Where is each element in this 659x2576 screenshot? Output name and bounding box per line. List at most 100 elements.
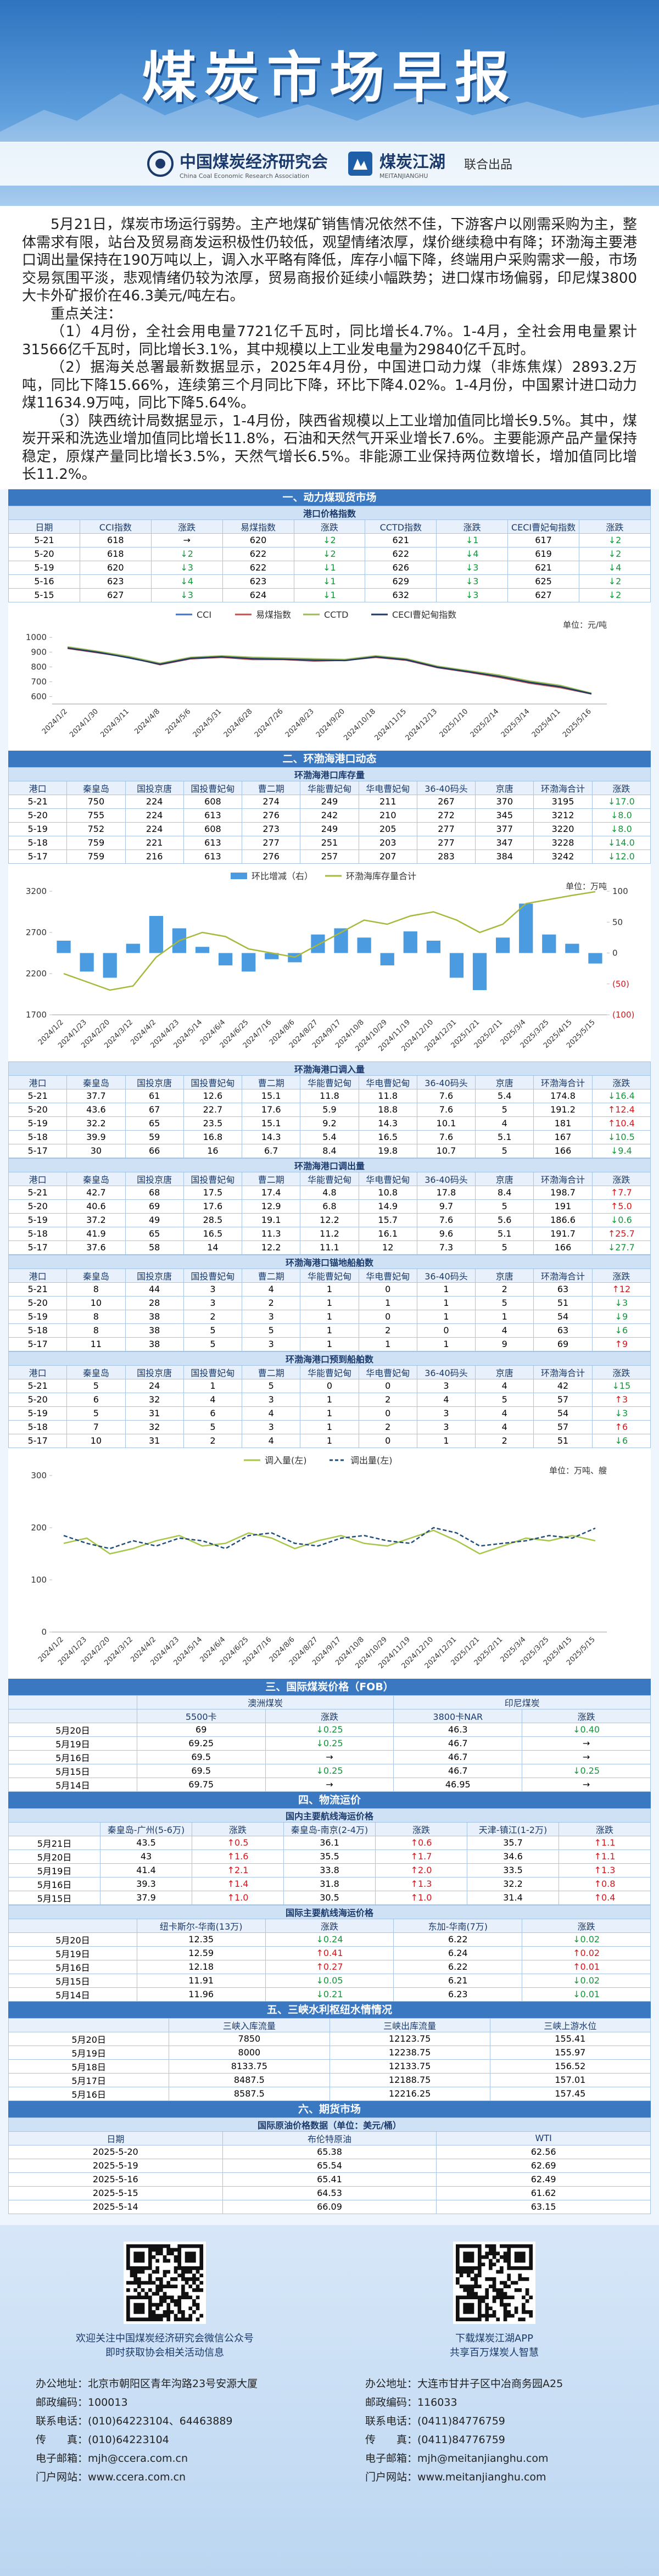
cell: 1	[300, 1282, 359, 1297]
header-row: 港口 秦皇岛 国投京唐 国投曹妃甸 曹二期 华能曹妃甸 华电曹妃甸 36-40码头 京唐 环渤海合…	[8, 1171, 651, 1186]
subtitle-row: 环渤海港口预到船舶数	[8, 1351, 651, 1366]
cell: 2	[358, 1420, 417, 1434]
cell: 10.8	[358, 1185, 417, 1200]
cell: 1	[416, 1309, 476, 1324]
skyline	[0, 93, 659, 143]
summary: 5月21日，煤炭市场运行弱势。主产地煤矿销售情况依然不佳，下游客户以刚需采购为主…	[22, 216, 637, 304]
cell: 37.7	[66, 1088, 126, 1103]
cell: 54	[533, 1406, 593, 1421]
row-label: 5月20日	[8, 1722, 137, 1737]
row-label: 5月14日	[8, 1777, 137, 1792]
cell: 69.75	[136, 1777, 266, 1792]
header-row: 纽卡斯尔-华南(13万) 涨跌 东加-华南(7万) 涨跌	[8, 1918, 651, 1933]
cell: 46.7	[393, 1750, 523, 1764]
cell: 41.9	[66, 1226, 126, 1241]
cell: 67	[125, 1102, 184, 1117]
cell: 3	[183, 1295, 243, 1310]
header-cell: 曹二期	[242, 780, 301, 795]
qr-pattern	[456, 2244, 533, 2321]
header-cell: 涨跌	[579, 519, 651, 534]
x-tick-label: 2024/5/31	[192, 707, 224, 739]
cell: 69	[533, 1337, 593, 1351]
header-cell: 国投京唐	[125, 1268, 184, 1283]
bar	[588, 953, 602, 964]
cell: 191.7	[533, 1226, 593, 1241]
cell: 156.52	[489, 2059, 651, 2074]
table-row: 5月19日 69.25 ↓0.25 46.7 →	[8, 1736, 651, 1751]
row-label: 5-21	[8, 1378, 68, 1393]
cell: 624	[222, 588, 294, 602]
cell: ↓17.0	[591, 794, 651, 809]
cell: ↓0.21	[265, 1987, 394, 2002]
bar	[311, 934, 325, 953]
data-table: 国际主要航线海运价格 纽卡斯尔-华南(13万) 涨跌 东加-华南(7万) 涨跌 5月20日…	[8, 1904, 651, 2002]
bar	[380, 953, 394, 965]
cell: 15.1	[242, 1116, 301, 1131]
cell: 69	[125, 1199, 184, 1214]
cell: 11.96	[136, 1987, 266, 2002]
cell: 626	[365, 560, 437, 575]
cell: 0	[358, 1309, 417, 1324]
cell: 7.6	[416, 1102, 476, 1117]
section-title: 六、期货市场	[8, 2100, 651, 2117]
cell: 15.7	[358, 1212, 417, 1227]
chart: 调入量(左) 调出量(左)单位：万吨、艘01002003002024/1/2202…	[8, 1448, 651, 1679]
cell: 43	[100, 1849, 192, 1864]
cell: ↓1	[293, 560, 366, 575]
cell: 3195	[533, 794, 593, 809]
legend-label: 调出量(左)	[350, 1455, 393, 1466]
y-tick-label: 800	[31, 662, 47, 672]
cell: 9	[475, 1337, 534, 1351]
cell: ↑0.27	[265, 1959, 394, 1974]
cell: 224	[125, 808, 184, 823]
cell: ↓3	[150, 560, 223, 575]
cell: 0	[358, 1378, 417, 1393]
group-cell: 印尼煤炭	[393, 1695, 651, 1709]
cell: 5	[66, 1406, 126, 1421]
row-label: 5-20	[8, 1199, 68, 1214]
cell: ↓0.24	[265, 1932, 394, 1947]
header-cell: 36-40码头	[416, 1365, 476, 1379]
cell: 7850	[169, 2031, 330, 2046]
cell: 617	[507, 533, 579, 547]
row-label: 5-19	[8, 560, 80, 575]
header-cell: 国投曹妃甸	[183, 780, 243, 795]
cell: 38	[125, 1323, 184, 1338]
table-row: 5月19日 8000 12238.75 155.97	[8, 2045, 651, 2060]
icon-ring	[147, 150, 174, 177]
cell: 63	[533, 1323, 593, 1338]
cell: 1	[300, 1295, 359, 1310]
cell: 198.7	[533, 1185, 593, 1200]
header-cell: 秦皇岛	[66, 1171, 126, 1186]
line	[63, 1527, 596, 1549]
cell: 627	[79, 588, 152, 602]
contact-line: 邮政编码：100013	[36, 2396, 128, 2409]
cell: 43.6	[66, 1102, 126, 1117]
org1-text: 中国煤炭经济研究会 China Coal Economic Research As…	[180, 148, 328, 180]
cell: 3	[242, 1309, 301, 1324]
section: 三、国际煤炭价格（FOB） 澳洲煤炭 印尼煤炭 5500卡 涨跌 3800卡NAR 涨跌 5月…	[0, 1678, 659, 1792]
header-cell: 国投京唐	[125, 780, 184, 795]
cell: ↓1	[293, 588, 366, 602]
contacts: 办公地址：北京市朝阳区青年沟路23号安源大厦 邮政编码：100013 联系电话：(0…	[36, 2374, 294, 2486]
cell: ↓3	[150, 588, 223, 602]
footer: 欢迎关注中国煤炭经济研究会微信公众号 即时获取协会相关活动信息 办公地址：北京市朝…	[0, 2225, 659, 2576]
legend-swatch	[231, 872, 247, 879]
cell: 4	[475, 1406, 534, 1421]
cell: ↓2	[150, 546, 223, 561]
y-tick-label: 1700	[26, 1010, 47, 1020]
table-row: 5-21 5 24 1 5 0 0 3 4 42 ↓15	[8, 1378, 651, 1393]
cell: 32	[125, 1392, 184, 1407]
cell: 22.7	[183, 1102, 243, 1117]
cell: 10.1	[416, 1116, 476, 1131]
cell: 34.6	[467, 1849, 559, 1864]
cell: 1	[416, 1295, 476, 1310]
header-cell: 华电曹妃甸	[358, 1171, 417, 1186]
cell: ↑2.1	[192, 1863, 284, 1877]
row-label: 5月19日	[8, 1863, 100, 1877]
cell: 277	[416, 822, 476, 836]
row-label: 5月19日	[8, 2045, 170, 2060]
cell: ↑0.01	[522, 1959, 651, 1974]
x-tick-label: 2024/7/26	[253, 707, 285, 739]
contact-line: 门户网站：www.meitanjianghu.com	[365, 2471, 546, 2483]
